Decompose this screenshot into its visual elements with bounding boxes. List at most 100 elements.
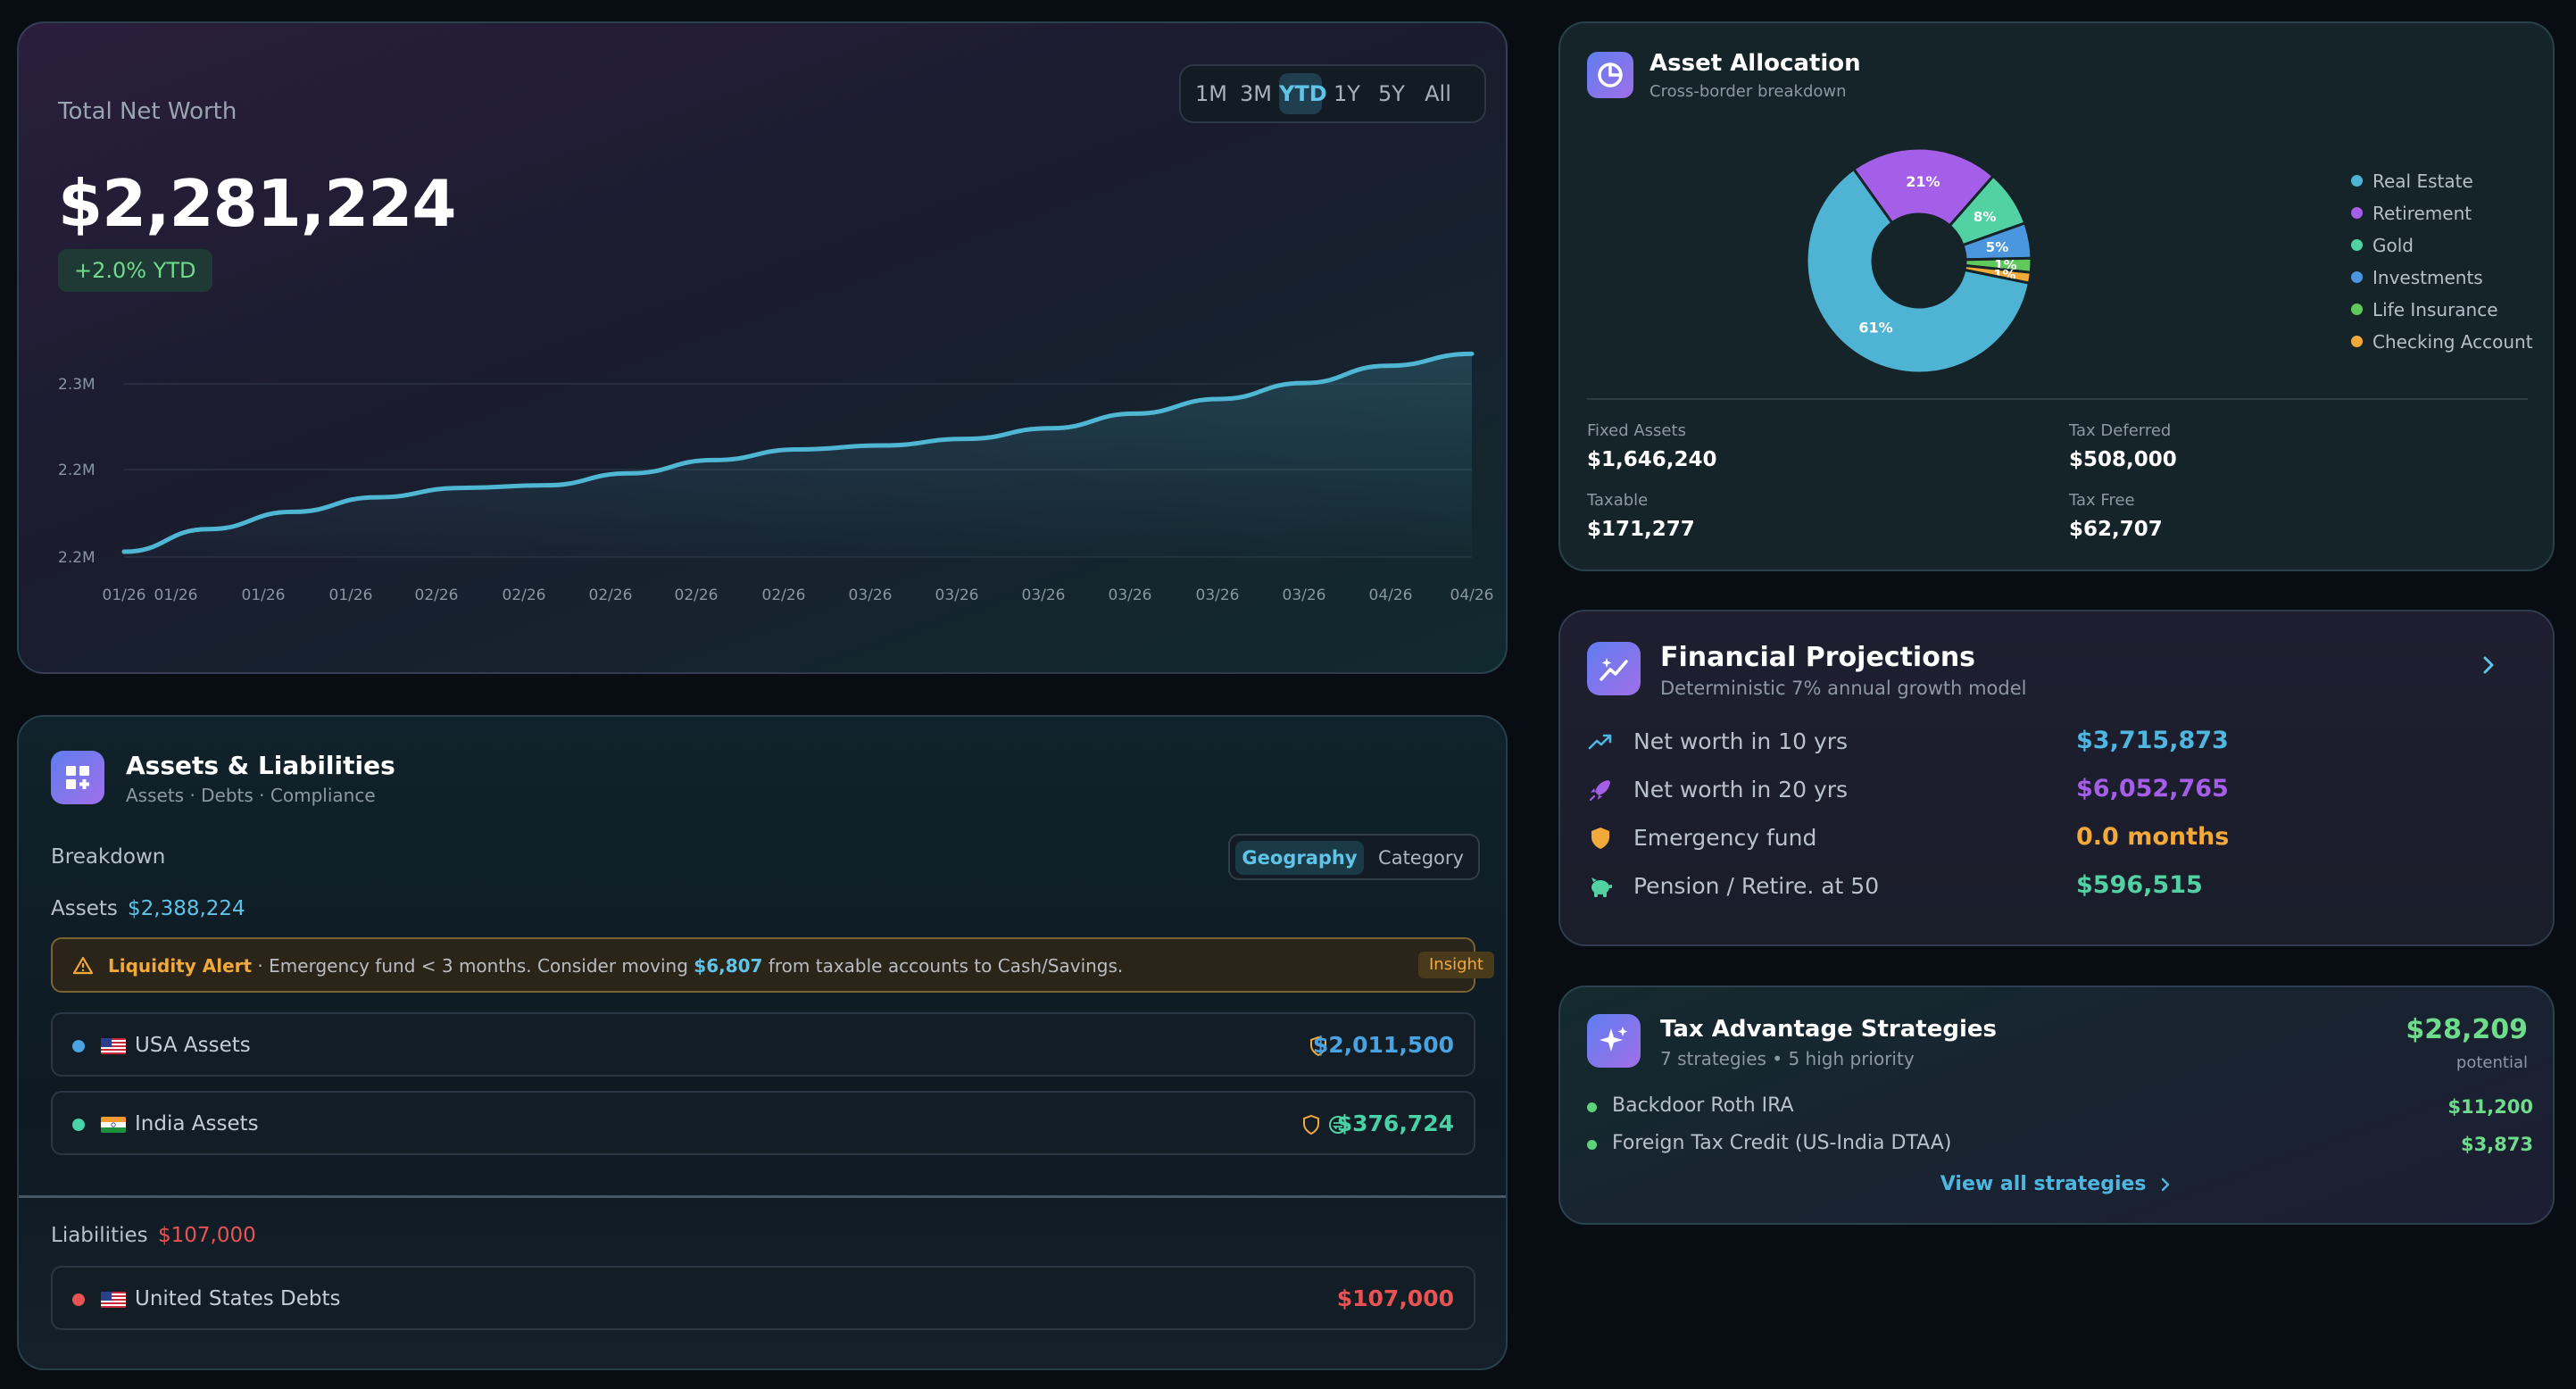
shield-outline-icon xyxy=(1303,1114,1319,1135)
x-tick-label: 04/26 xyxy=(1369,586,1413,604)
donut-slice-real-estate[interactable] xyxy=(1805,167,2032,375)
legend-label: Investments xyxy=(2372,267,2483,288)
projection-value: $596,515 xyxy=(2076,871,2203,899)
usa-assets-amount: $2,011,500 xyxy=(1312,1032,1454,1058)
shield-outline-icon xyxy=(1310,1036,1326,1057)
fixed-assets-label: Fixed Assets xyxy=(1587,421,1686,440)
range-1m-button[interactable]: 1M xyxy=(1195,81,1227,106)
net-worth-change-badge: +2.0% YTD xyxy=(58,249,212,292)
alert-message: Liquidity Alert · Emergency fund < 3 mon… xyxy=(108,955,1123,977)
projection-label: Net worth in 10 yrs xyxy=(1633,728,1849,754)
tax-strategy-item[interactable]: Backdoor Roth IRA $11,200 xyxy=(1587,1093,2533,1121)
x-tick-label: 01/26 xyxy=(329,586,373,604)
tax-strategies-card: Tax Advantage Strategies 7 strategies • … xyxy=(1558,986,2555,1225)
assets-liabilities-card: Assets & Liabilities Assets · Debts · Co… xyxy=(17,715,1508,1370)
tax-subtitle: 7 strategies • 5 high priority xyxy=(1660,1048,1915,1069)
projection-row-pension: Pension / Retire. at 50 $596,515 xyxy=(1587,868,2533,903)
sparkle-trend-icon xyxy=(1587,642,1641,695)
x-tick-label: 03/26 xyxy=(1283,586,1326,604)
y-tick-label: 2.2M xyxy=(58,462,96,479)
rocket-icon xyxy=(1589,780,1610,802)
category-tab[interactable]: Category xyxy=(1378,847,1464,869)
chevron-right-icon[interactable] xyxy=(2476,653,2501,678)
projections-title: Financial Projections xyxy=(1660,642,1976,673)
range-all-button[interactable]: All xyxy=(1425,81,1451,106)
projection-row-20yrs: Net worth in 20 yrs $6,052,765 xyxy=(1587,771,2533,807)
chevron-right-icon xyxy=(2162,1177,2170,1192)
allocation-donut-chart: 21%8%5%1%1%61% xyxy=(1805,146,2033,375)
x-tick-label: 01/26 xyxy=(103,586,146,604)
piggy-bank-icon xyxy=(1591,877,1612,897)
legend-dot xyxy=(2351,304,2363,315)
range-ytd-button[interactable]: YTD xyxy=(1279,73,1327,114)
grid-plus-icon xyxy=(51,751,104,804)
usa-assets-label: USA Assets xyxy=(135,1034,251,1057)
liabilities-label: Liabilities xyxy=(51,1224,148,1247)
net-worth-chart: 2.3M 2.2M 2.2M 01/26 01/26 01/26 01/26 02/26 02… xyxy=(58,351,1494,604)
breakdown-label: Breakdown xyxy=(51,845,166,869)
usa-assets-row[interactable]: USA Assets $2,011,500 xyxy=(51,1012,1475,1077)
legend-label: Life Insurance xyxy=(2372,299,2498,320)
donut-slice-label: 8% xyxy=(1974,209,1996,225)
alert-text-before: · Emergency fund < 3 months. Consider mo… xyxy=(252,955,694,977)
allocation-subtitle: Cross-border breakdown xyxy=(1649,82,1847,101)
range-5y-button[interactable]: 5Y xyxy=(1378,81,1405,106)
geography-tab[interactable]: Geography xyxy=(1235,841,1364,875)
usa-assets-dot xyxy=(72,1040,85,1052)
net-worth-line xyxy=(121,351,1475,554)
x-tick-label: 02/26 xyxy=(762,586,806,604)
legend-label: Gold xyxy=(2372,235,2414,256)
y-tick-label: 2.3M xyxy=(58,376,96,394)
assets-total: $2,388,224 xyxy=(128,897,245,920)
x-tick-label: 01/26 xyxy=(242,586,286,604)
projection-row-10yrs: Net worth in 10 yrs $3,715,873 xyxy=(1587,723,2533,759)
donut-slice-label: 21% xyxy=(1906,173,1940,190)
range-3m-button[interactable]: 3M xyxy=(1240,81,1272,106)
liabilities-total: $107,000 xyxy=(158,1224,256,1247)
warning-icon xyxy=(72,956,94,975)
tax-deferred-value: $508,000 xyxy=(2069,448,2177,471)
taxable-value: $171,277 xyxy=(1587,518,1695,541)
view-all-strategies-label: View all strategies xyxy=(1940,1173,2147,1195)
india-assets-label: India Assets xyxy=(135,1112,259,1135)
sparkles-icon xyxy=(1587,1014,1641,1068)
liquidity-alert: Liquidity Alert · Emergency fund < 3 mon… xyxy=(51,937,1494,993)
financial-projections-card[interactable]: Financial Projections Deterministic 7% a… xyxy=(1558,610,2555,946)
net-worth-area xyxy=(124,353,1472,557)
x-tick-label: 02/26 xyxy=(589,586,633,604)
us-debts-row[interactable]: United States Debts $107,000 xyxy=(51,1266,1475,1330)
projection-label: Emergency fund xyxy=(1633,825,1817,851)
alert-title: Liquidity Alert xyxy=(108,955,253,977)
assets-card-subtitle: Assets · Debts · Compliance xyxy=(126,785,376,806)
allocation-separator xyxy=(1587,398,2528,400)
x-tick-label: 03/26 xyxy=(849,586,893,604)
legend-dot xyxy=(2351,336,2363,347)
tax-strategy-label: Backdoor Roth IRA xyxy=(1612,1094,1794,1117)
tax-strategy-item[interactable]: Foreign Tax Credit (US-India DTAA) $3,87… xyxy=(1587,1130,2533,1159)
net-worth-card: Total Net Worth $2,281,224 +2.0% YTD 1M … xyxy=(17,21,1508,674)
x-tick-label: 03/26 xyxy=(1196,586,1240,604)
view-all-strategies-link[interactable]: View all strategies xyxy=(1560,1173,2553,1195)
allocation-title: Asset Allocation xyxy=(1649,50,1861,77)
exchange-icon xyxy=(1329,1116,1347,1134)
projection-value: $3,715,873 xyxy=(2076,727,2229,754)
tax-free-value: $62,707 xyxy=(2069,518,2163,541)
net-worth-value: $2,281,224 xyxy=(58,166,456,241)
section-divider xyxy=(19,1195,1506,1198)
us-debts-dot xyxy=(72,1293,85,1306)
projection-value: 0.0 months xyxy=(2076,823,2230,851)
donut-slice-retirement[interactable] xyxy=(1851,146,1996,229)
x-tick-label: 02/26 xyxy=(503,586,546,604)
asset-allocation-card: Asset Allocation Cross-border breakdown … xyxy=(1558,21,2555,571)
pie-chart-icon xyxy=(1587,52,1633,98)
x-tick-label: 03/26 xyxy=(1022,586,1066,604)
donut-slice-label: 5% xyxy=(1986,239,2008,255)
range-1y-button[interactable]: 1Y xyxy=(1334,81,1360,106)
us-debts-label: United States Debts xyxy=(135,1287,341,1310)
tax-free-label: Tax Free xyxy=(2069,491,2135,510)
x-tick-label: 02/26 xyxy=(675,586,719,604)
y-tick-label: 2.2M xyxy=(58,549,96,567)
india-assets-row[interactable]: India Assets $376,724 xyxy=(51,1091,1475,1155)
legend-dot xyxy=(2351,175,2363,187)
fixed-assets-value: $1,646,240 xyxy=(1587,448,1717,471)
